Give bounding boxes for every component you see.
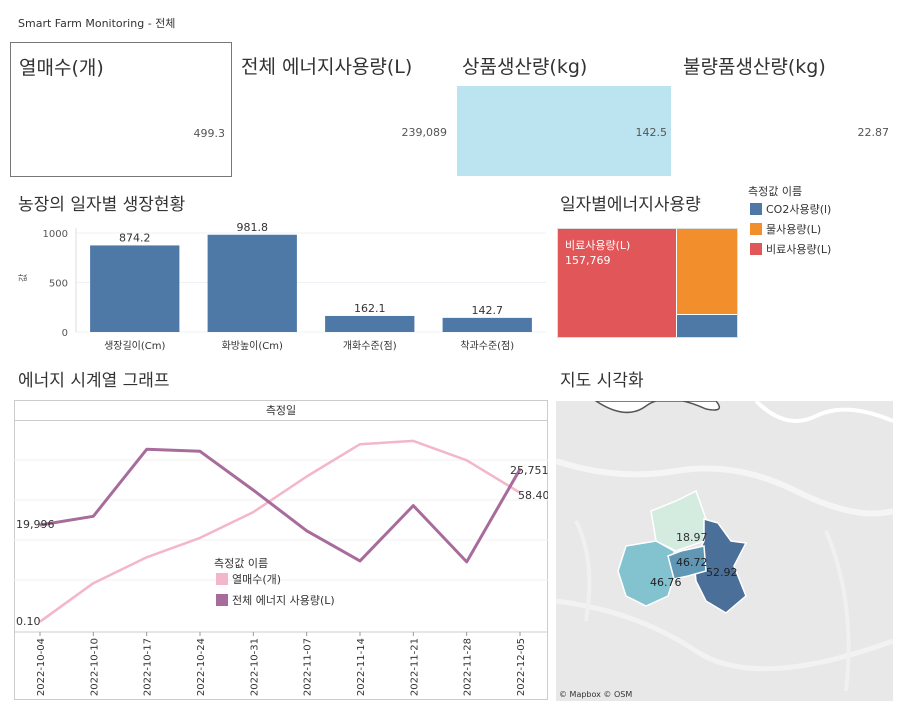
treemap-cell-fertilizer[interactable]: 비료사용량(L) 157,769: [558, 229, 676, 337]
legend-label: 열매수(개): [232, 573, 282, 586]
legend-label: 전체 에너지 사용량(L): [232, 594, 335, 607]
x-tick-label: 생장길이(Cm): [104, 339, 165, 352]
x-tick-label: 화방높이(Cm): [222, 340, 283, 352]
bar-value-label: 142.7: [472, 304, 504, 317]
timeseries-panel: 측정일: [14, 400, 548, 700]
kpi-value: 239,089: [401, 126, 448, 139]
bar-value-label: 874.2: [119, 231, 151, 244]
x-tick-label: 2022-11-28: [463, 638, 474, 696]
legend-item-co2[interactable]: CO2사용량(l): [750, 201, 831, 217]
bar: [442, 317, 532, 332]
legend-label: CO2사용량(l): [766, 203, 832, 216]
legend-item-fertilizer[interactable]: 비료사용량(L): [750, 241, 831, 257]
legend-swatch: [750, 223, 762, 235]
growth-chart-title: 농장의 일자별 생장현황: [18, 195, 186, 215]
map-road: [824, 530, 851, 692]
kpi-title: 불량품생산량(kg): [683, 56, 826, 78]
treemap-legend-title: 측정값 이름: [748, 185, 803, 198]
map-road: [594, 401, 721, 414]
treemap-cell-value: 157,769: [565, 254, 611, 267]
x-tick-label: 개화수준(점): [343, 340, 397, 352]
map-region-label: 52.92: [706, 566, 738, 579]
kpi-card-defect[interactable]: 불량품생산량(kg) 22.87: [675, 42, 893, 177]
legend-swatch: [750, 203, 762, 215]
timeseries-header: 측정일: [15, 401, 547, 421]
timeseries-chart: 2022-10-04 2022-10-10 2022-10-17 2022-10-24…: [14, 439, 548, 696]
x-tick-label: 2022-11-07: [303, 638, 314, 696]
map-view[interactable]: 18.97 46.72 52.92 46.76 © Mapbox © OSM: [556, 401, 893, 701]
bar-value-label: 162.1: [354, 302, 386, 315]
bar: [90, 245, 180, 332]
fruit-start-label: 0.10: [16, 615, 41, 628]
kpi-title: 전체 에너지사용량(L): [241, 56, 413, 78]
timeseries-legend-title: 측정값 이름: [214, 557, 269, 570]
kpi-card-energy[interactable]: 전체 에너지사용량(L) 239,089: [233, 42, 455, 177]
bar-value-label: 981.8: [237, 221, 269, 234]
map-road: [574, 520, 592, 622]
map-road: [556, 598, 893, 672]
energy-treemap: 비료사용량(L) 157,769: [557, 228, 738, 338]
treemap-title: 일자별에너지사용량: [560, 195, 701, 215]
map-title: 지도 시각화: [560, 371, 644, 391]
bar: [207, 234, 297, 332]
treemap-cell-water[interactable]: [677, 229, 737, 314]
kpi-value: 499.3: [193, 127, 226, 140]
map-region-west[interactable]: [617, 540, 677, 607]
legend-swatch: [216, 594, 228, 606]
growth-bar-chart: 0 500 1000 874.2 생장길이(Cm) 981.8 화방높이(Cm) 162.1…: [17, 221, 546, 352]
map-region-label: 46.76: [650, 576, 682, 589]
kpi-value: 142.5: [635, 126, 668, 139]
bar: [325, 315, 415, 332]
map-canvas: 18.97 46.72 52.92 46.76: [556, 401, 893, 692]
treemap-legend: CO2사용량(l) 물사용량(L) 비료사용량(L): [750, 201, 831, 257]
legend-item-energy[interactable]: 전체 에너지 사용량(L): [216, 592, 335, 608]
series-line: [39, 439, 521, 623]
legend-item-water[interactable]: 물사용량(L): [750, 221, 831, 237]
legend-swatch: [750, 243, 762, 255]
map-road: [754, 401, 893, 423]
kpi-title: 상품생산량(kg): [462, 56, 588, 78]
x-tick-label: 착과수준(점): [460, 340, 514, 352]
map-region-label: 46.72: [676, 556, 708, 569]
x-tick-label: 2022-12-05: [516, 638, 527, 696]
kpi-value: 22.87: [857, 126, 890, 139]
x-tick-label: 2022-10-24: [196, 638, 207, 696]
y-tick-label: 0: [62, 328, 68, 339]
series-line: [39, 447, 522, 564]
energy-end-label: 25,751: [510, 464, 548, 477]
kpi-highlight: [457, 86, 671, 176]
kpi-card-fruit[interactable]: 열매수(개) 499.3: [10, 42, 232, 177]
x-tick-label: 2022-10-31: [249, 638, 260, 696]
kpi-title: 열매수(개): [19, 57, 104, 79]
treemap-cell-label: 비료사용량(L): [565, 239, 631, 252]
y-tick-label: 1000: [43, 229, 68, 240]
growth-axis-label: 값: [17, 274, 29, 282]
map-attribution: © Mapbox © OSM: [559, 690, 633, 699]
legend-label: 물사용량(L): [766, 223, 822, 236]
legend-item-fruit[interactable]: 열매수(개): [216, 571, 335, 587]
timeseries-title: 에너지 시계열 그래프: [18, 371, 170, 391]
x-tick-label: 2022-10-10: [89, 638, 100, 696]
y-tick-label: 500: [49, 278, 68, 289]
legend-label: 비료사용량(L): [766, 243, 832, 256]
x-tick-label: 2022-11-14: [356, 638, 367, 696]
x-tick-label: 2022-10-04: [36, 638, 47, 696]
energy-start-label: 19,996: [16, 518, 55, 531]
treemap-cell-co2[interactable]: [677, 315, 737, 337]
map-road: [556, 458, 893, 517]
x-tick-label: 2022-10-17: [143, 638, 154, 696]
map-region-label: 18.97: [676, 531, 708, 544]
map-region-center[interactable]: [667, 545, 707, 580]
page-title: Smart Farm Monitoring - 전체: [18, 17, 176, 30]
fruit-end-label: 58.40: [518, 489, 548, 502]
kpi-card-product[interactable]: 상품생산량(kg) 142.5: [456, 42, 672, 177]
x-tick-label: 2022-11-21: [409, 638, 420, 696]
legend-swatch: [216, 573, 228, 585]
timeseries-legend: 열매수(개) 전체 에너지 사용량(L): [216, 571, 335, 608]
